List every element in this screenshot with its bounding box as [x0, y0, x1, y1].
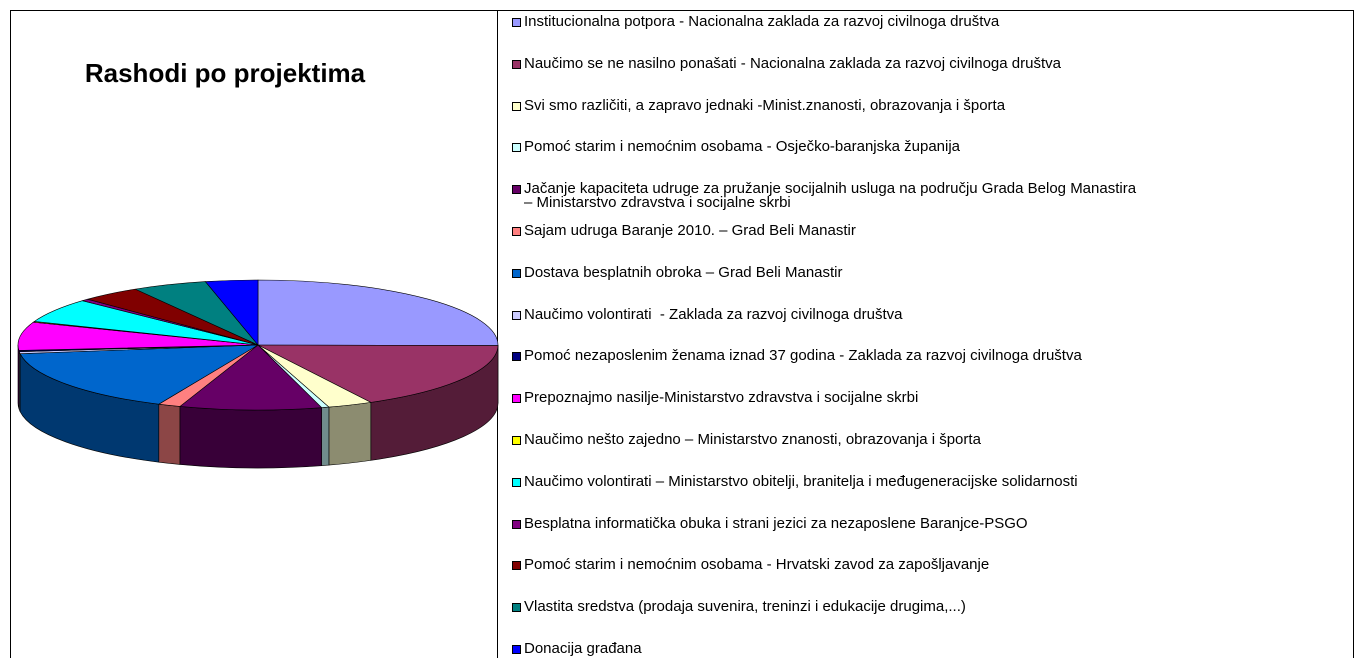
legend-label: Sajam udruga Baranje 2010. – Grad Beli M…: [524, 222, 856, 239]
legend-label: Naučimo nešto zajedno – Ministarstvo zna…: [524, 431, 981, 448]
legend-swatch: [512, 477, 521, 487]
slice-side: [17, 344, 20, 409]
legend-swatch: [512, 227, 521, 236]
slice: [17, 321, 259, 351]
legend-swatch: [512, 310, 521, 320]
legend-label: Jačanje kapaciteta udruge za pružanje so…: [524, 180, 1137, 212]
legend-swatch: [512, 18, 521, 27]
legend-label: Naučimo se ne nasilno ponašati - Naciona…: [524, 54, 1061, 72]
legend-swatch: [512, 143, 521, 153]
slice: [257, 279, 499, 346]
legend-swatch: [512, 561, 521, 571]
chart-border: [10, 10, 1354, 658]
chart-title: Rashodi po projektima: [85, 58, 366, 88]
slice: [179, 344, 323, 411]
legend-label: Pomoć starim i nemoćnim osobama - Hrvats…: [524, 556, 990, 574]
legend: Institucionalna potpora - Nacionalna zak…: [510, 0, 1355, 658]
legend-label: Pomoć starim i nemoćnim osobama - Osječk…: [524, 138, 961, 156]
legend-label: Pomoć nezaposlenim ženama iznad 37 godin…: [524, 347, 1082, 365]
legend-swatch: [512, 185, 521, 195]
pie: [17, 279, 499, 469]
legend-label: Svi smo različiti, a zapravo jednaki -Mi…: [524, 96, 1006, 114]
legend-label: Naučimo volontirati – Ministarstvo obite…: [524, 472, 1078, 490]
legend-label: Naučimo volontirati - Zaklada za razvoj …: [524, 305, 903, 323]
legend-swatch: [512, 394, 521, 404]
slice: [204, 279, 259, 346]
slice-side: [179, 406, 322, 469]
legend-swatch: [512, 268, 521, 278]
legend-swatch: [512, 352, 521, 362]
slice-side: [158, 403, 181, 465]
legend-swatch: [512, 101, 521, 111]
legend-swatch: [512, 519, 521, 529]
slice: [257, 344, 499, 403]
legend-swatch: [512, 603, 521, 613]
legend-swatch: [512, 59, 521, 69]
slice: [19, 344, 259, 405]
legend-swatch: [512, 436, 521, 445]
slice-side: [321, 406, 330, 466]
legend-label: Institucionalna potpora - Nacionalna zak…: [524, 13, 1000, 30]
legend-label: Dostava besplatnih obroka – Grad Beli Ma…: [524, 263, 843, 281]
legend-swatch: [512, 645, 521, 654]
legend-label: Donacija građana: [524, 640, 642, 657]
legend-label: Vlastita sredstva (prodaja suvenira, tre…: [524, 598, 966, 616]
legend-label: Prepoznajmo nasilje-Ministarstvo zdravst…: [524, 389, 919, 407]
legend-label: Besplatna informatička obuka i strani je…: [524, 514, 1028, 532]
slice-side: [328, 402, 372, 466]
